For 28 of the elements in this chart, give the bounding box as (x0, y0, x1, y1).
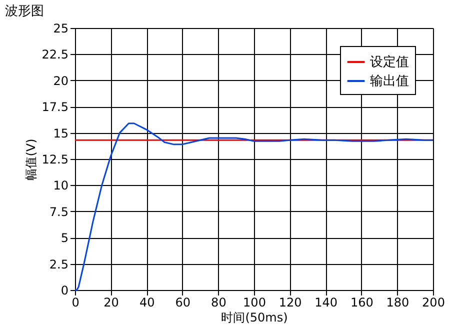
y-tick-label: 22.5 (42, 48, 68, 62)
x-tick-label: 20 (104, 296, 119, 310)
y-tick-label: 17.5 (42, 100, 68, 114)
x-tick-label: 40 (139, 296, 155, 310)
y-tick-label: 2.5 (49, 257, 68, 272)
x-tick-label: 200 (422, 296, 445, 310)
x-tick-label: 80 (211, 296, 226, 310)
y-tick-label: 5 (60, 231, 68, 246)
x-tick-label: 180 (386, 296, 410, 310)
x-tick-label: 60 (175, 296, 191, 310)
y-tick-label: 25 (53, 22, 68, 36)
x-tick-label: 160 (350, 296, 374, 310)
y-tick-label: 10 (53, 178, 68, 193)
y-tick-label: 12.5 (42, 152, 68, 166)
x-tick-label: 0 (72, 296, 80, 310)
chart-title: 波形图 (5, 4, 44, 19)
x-tick-label: 100 (243, 296, 266, 310)
y-tick-label: 7.5 (49, 204, 68, 219)
x-axis-title: 时间(50ms) (221, 310, 288, 324)
y-axis-title: 幅值(V) (24, 138, 38, 180)
legend-label: 设定值 (370, 55, 409, 70)
line-series (74, 122, 434, 291)
x-tick-label: 120 (278, 296, 302, 310)
y-tick-label: 20 (53, 74, 68, 88)
y-tick-label: 15 (53, 126, 68, 140)
y-tick-label: 0 (60, 284, 68, 298)
legend-label: 输出值 (370, 74, 409, 89)
x-tick-label: 140 (314, 296, 338, 310)
